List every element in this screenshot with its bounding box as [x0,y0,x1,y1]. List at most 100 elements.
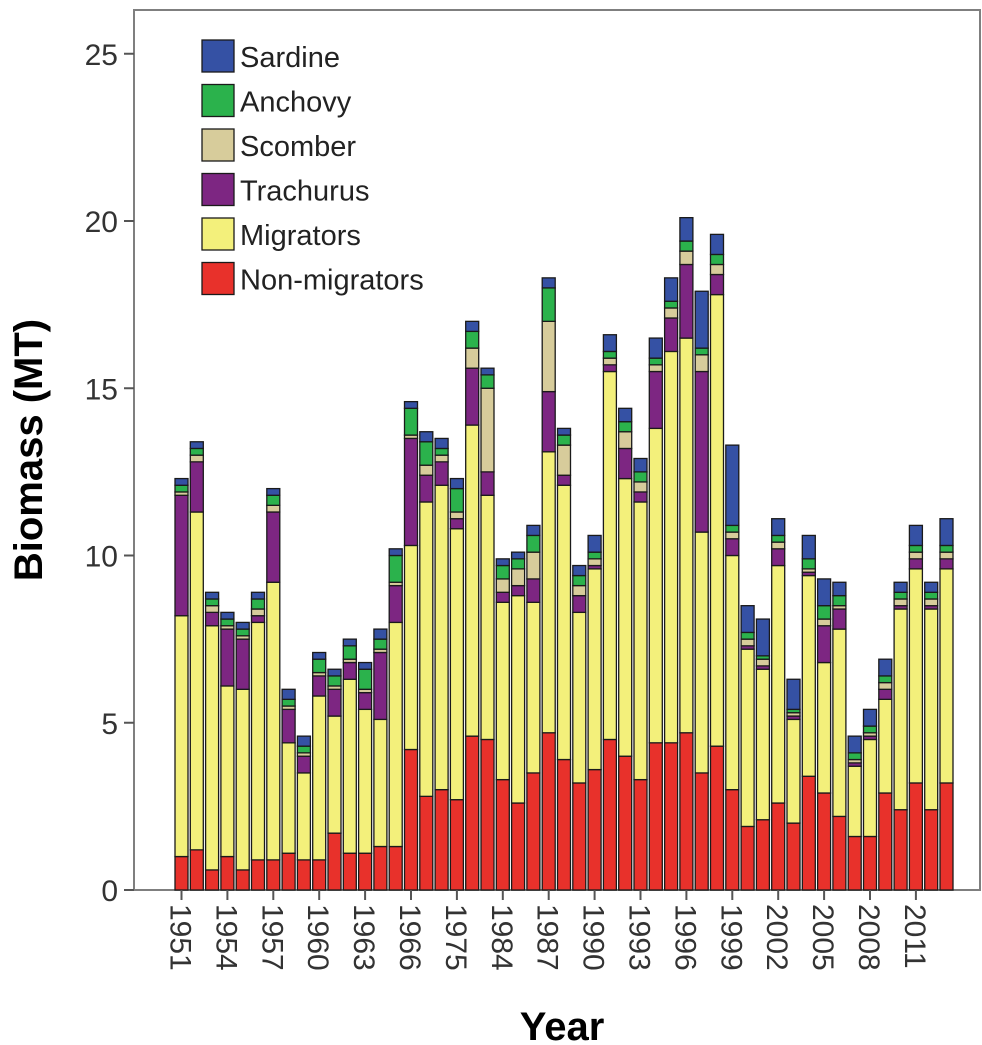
bar-segment-trachurus-2008 [878,688,893,700]
bar-segment-sardine-1961 [327,668,342,677]
bar-segment-migrators-1993 [648,427,663,744]
bars-group [174,216,954,891]
bar-segment-sardine-1994 [663,277,679,302]
bar-segment-anchovy-1953 [204,598,220,607]
bar-segment-anchovy-1992 [633,471,648,483]
bar-segment-trachurus-2012 [939,558,954,570]
bar-segment-migrators-1954 [220,685,235,858]
legend-label-non-migrators: Non-migrators [240,265,424,297]
bar-segment-non-migrators-1987 [556,758,572,891]
bar-segment-scomber-1973 [419,464,434,476]
bar-segment-sardine-1991 [618,407,633,423]
bar-segment-scomber-1982 [480,387,495,473]
bar-segment-non-migrators-1973 [419,795,434,891]
x-tick-label-2008: 2008 [852,904,885,971]
bar-segment-sardine-1966 [403,400,419,409]
bar-segment-anchovy-1974 [434,447,449,456]
bar-segment-anchovy-1975 [449,487,465,513]
bar-segment-trachurus-1954 [220,628,235,687]
bar-segment-non-migrators-1998 [725,789,740,891]
bar-segment-trachurus-1964 [373,651,388,721]
bar-segment-non-migrators-1976 [465,735,480,891]
x-tick-label-1951: 1951 [164,904,197,971]
bar-segment-migrators-2006 [847,765,862,838]
legend: Sardine Anchovy Scomber Trachurus Migrators N… [201,39,424,297]
bar-segment-non-migrators-1993 [648,742,663,891]
bar-segment-anchovy-1990 [602,350,618,359]
bar-segment-scomber-2011 [924,598,939,607]
legend-swatch-scomber [201,128,235,162]
bar-segment-sardine-1975 [449,477,465,490]
bar-segment-trachurus-1962 [342,661,357,680]
bar-segment-migrators-1984 [510,594,526,804]
bar-segment-scomber-1998 [725,531,740,540]
bar-segment-sardine-1982 [480,367,495,376]
bar-segment-anchovy-1957 [266,494,281,506]
bar-segment-non-migrators-1999 [740,825,755,891]
bar-segment-migrators-2002 [786,718,801,824]
bar-segment-anchovy-1998 [725,524,740,533]
bar-segment-sardine-1959 [296,735,312,747]
bar-segment-scomber-1997 [709,263,725,276]
bar-segment-scomber-1992 [633,481,648,493]
bar-segment-migrators-1960 [312,695,327,861]
bar-segment-sardine-1990 [602,334,618,353]
bar-segment-migrators-1990 [602,370,618,741]
x-tick-label-2005: 2005 [806,904,839,971]
bar-segment-non-migrators-2010 [908,782,924,891]
bar-segment-migrators-2001 [771,564,786,804]
bar-segment-trachurus-1973 [419,474,434,503]
x-tick-label-1993: 1993 [623,904,656,971]
bar-segment-anchovy-2006 [847,752,862,761]
bar-segment-trachurus-1988 [572,594,587,614]
bar-segment-migrators-1998 [725,554,740,791]
bar-segment-scomber-2000 [755,658,771,667]
bar-segment-migrators-1989 [587,568,602,771]
bar-segment-anchovy-1964 [373,638,388,650]
legend-swatch-sardine [201,39,235,73]
bar-segment-sardine-1998 [725,444,740,527]
y-tick-label-0: 0 [101,875,118,908]
bar-segment-non-migrators-1956 [250,859,266,891]
bar-segment-non-migrators-1984 [510,802,526,891]
bar-segment-migrators-2009 [893,608,908,811]
bar-segment-non-migrators-2007 [862,835,878,891]
bar-segment-scomber-1999 [740,638,755,647]
bar-segment-migrators-1957 [266,581,281,861]
bar-segment-sardine-1987 [556,427,572,436]
bar-segment-sardine-1951 [174,477,189,486]
bar-segment-sardine-1986 [541,277,556,289]
bar-segment-migrators-1983 [495,601,510,781]
bar-segment-migrators-1982 [480,494,495,741]
bar-segment-anchovy-1994 [663,300,679,309]
bar-segment-migrators-1975 [449,528,465,801]
bar-segment-migrators-1994 [663,350,679,744]
legend-swatch-non-migrators [201,261,235,296]
bar-segment-scomber-1956 [250,608,266,617]
bar-segment-anchovy-1987 [556,434,572,446]
bar-segment-non-migrators-1996 [694,772,709,891]
bar-segment-migrators-1996 [694,531,709,774]
bar-segment-non-migrators-1994 [663,742,679,891]
bar-segment-trachurus-1966 [403,437,419,547]
bar-segment-anchovy-2004 [816,605,832,620]
bar-segment-anchovy-1956 [250,598,266,610]
bar-segment-non-migrators-2006 [847,835,862,891]
bar-segment-trachurus-1953 [204,611,220,627]
x-tick-label-1957: 1957 [255,904,288,971]
bar-segment-non-migrators-1988 [572,782,587,891]
bar-segment-anchovy-1988 [572,574,587,587]
bar-segment-sardine-1955 [235,621,250,630]
bar-segment-migrators-2007 [862,738,878,838]
bar-segment-sardine-1962 [342,638,357,647]
bar-segment-anchovy-1955 [235,628,250,637]
bar-segment-anchovy-1985 [526,534,541,553]
y-tick-label-15: 15 [85,373,118,406]
bar-segment-non-migrators-1966 [403,748,419,891]
x-tick-label-1984: 1984 [485,904,518,971]
bar-segment-anchovy-1954 [220,618,235,627]
bar-segment-anchovy-2011 [924,591,939,600]
bar-segment-scomber-1986 [541,320,556,393]
bar-segment-anchovy-1959 [296,745,312,754]
bar-segment-non-migrators-1995 [679,732,694,891]
